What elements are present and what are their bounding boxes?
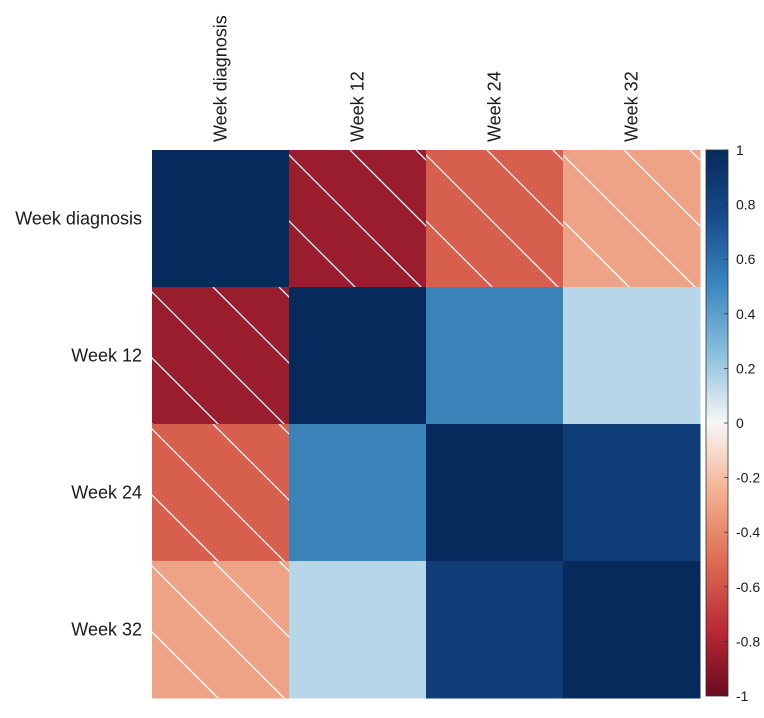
column-label-week-24: Week 24 (485, 71, 505, 142)
row-label-week-12: Week 12 (71, 346, 142, 366)
colorbar-tick-label: 0.2 (736, 360, 756, 376)
hatch-week-diagnosis-week-32 (563, 150, 700, 287)
row-label-week-24: Week 24 (71, 483, 142, 503)
cell-week-32-week-24 (426, 561, 564, 699)
cell-week-diagnosis-week-24 (426, 150, 564, 288)
row-label-week-32: Week 32 (71, 620, 142, 640)
colorbar-tick-label: -0.2 (736, 470, 760, 486)
cell-week-12-week-32 (563, 287, 701, 425)
hatch-week-diagnosis-week-24 (426, 150, 563, 287)
row-label-week-diagnosis: Week diagnosis (15, 209, 142, 229)
hatch-overlays (152, 150, 700, 698)
column-label-week-diagnosis: Week diagnosis (211, 15, 231, 142)
heatmap-cells (152, 150, 701, 699)
colorbar-tick-label: -1 (736, 688, 749, 704)
cell-week-diagnosis-week-diagnosis (152, 150, 290, 288)
colorbar-tick-label: -0.8 (736, 633, 760, 649)
column-label-week-32: Week 32 (622, 71, 642, 142)
hatch-week-24-week-diagnosis (152, 424, 289, 561)
cell-week-32-week-12 (289, 561, 427, 699)
colorbar-tick-label: 1 (736, 142, 744, 158)
cell-week-12-week-12 (289, 287, 427, 425)
cell-week-24-week-12 (289, 424, 427, 562)
cell-week-diagnosis-week-12 (289, 150, 427, 288)
colorbar-tick-label: 0.6 (736, 251, 756, 267)
colorbar-tick-label: 0.8 (736, 197, 756, 213)
cell-week-12-week-diagnosis (152, 287, 290, 425)
colorbar-tick-label: -0.4 (736, 524, 760, 540)
cell-week-24-week-diagnosis (152, 424, 290, 562)
colorbar: 1 0.8 0.6 0.4 0.2 0 -0.2 -0.4 -0.6 -0.8 -1 (705, 142, 760, 704)
cell-week-12-week-24 (426, 287, 564, 425)
column-labels: Week diagnosis Week 12 Week 24 Week 32 (211, 15, 642, 142)
colorbar-tick-label: 0 (736, 415, 744, 431)
hatch-week-12-week-diagnosis (152, 287, 289, 424)
colorbar-tick-label: 0.4 (736, 306, 756, 322)
cell-week-32-week-32 (563, 561, 701, 699)
cell-week-24-week-24 (426, 424, 564, 562)
colorbar-tick-label: -0.6 (736, 579, 760, 595)
row-labels: Week diagnosis Week 12 Week 24 Week 32 (15, 209, 142, 640)
cell-week-24-week-32 (563, 424, 701, 562)
column-label-week-12: Week 12 (348, 71, 368, 142)
cell-week-diagnosis-week-32 (563, 150, 701, 288)
colorbar-ticks: 1 0.8 0.6 0.4 0.2 0 -0.2 -0.4 -0.6 -0.8 -1 (724, 142, 760, 704)
hatch-week-diagnosis-week-12 (289, 150, 426, 287)
cell-week-32-week-diagnosis (152, 561, 290, 699)
hatch-week-32-week-diagnosis (152, 561, 289, 698)
